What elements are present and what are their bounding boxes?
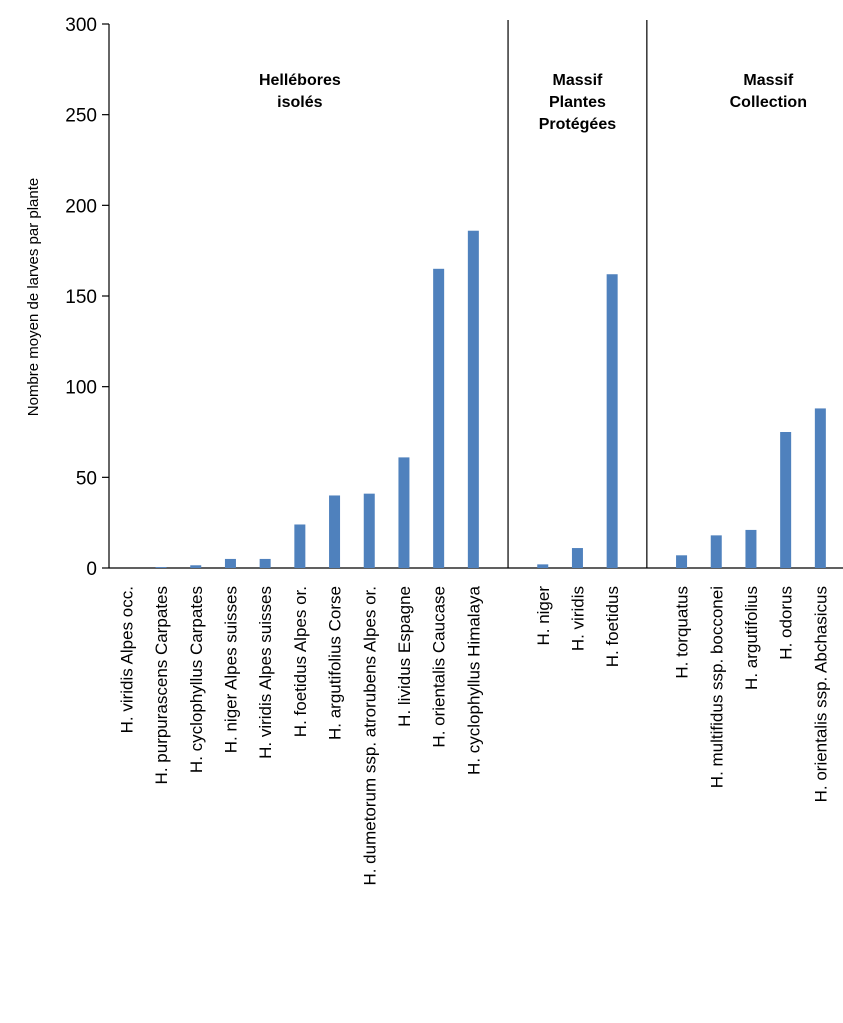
bar	[780, 432, 792, 568]
bar	[710, 535, 722, 568]
x-tick-label: H. cyclophyllus Carpates	[187, 586, 206, 773]
group-label: Hellébores isolés	[259, 72, 341, 111]
group-label: Massif Collection	[730, 72, 807, 111]
x-tick-label: H. argutifolius Corse	[326, 586, 345, 740]
bar	[155, 567, 167, 568]
x-tick-label: H. argutifolius	[742, 586, 761, 690]
x-tick-label: H. torquatus	[673, 586, 692, 679]
y-tick-label: 150	[65, 287, 97, 308]
bar	[294, 524, 306, 568]
bar	[224, 558, 236, 568]
bar	[467, 230, 479, 568]
x-tick-label: H. viridis Alpes occ.	[117, 586, 136, 733]
x-tick-label: H. orientalis Caucase	[430, 586, 449, 748]
bar	[363, 493, 375, 568]
x-tick-label: H. niger Alpes suisses	[221, 586, 240, 753]
bar	[745, 529, 757, 568]
y-tick-label: 0	[86, 559, 97, 580]
bar	[676, 555, 688, 568]
bar	[433, 268, 445, 568]
y-axis-title: Nombre moyen de larves par plante	[25, 178, 42, 416]
x-tick-label: H. orientalis ssp. Abchasicus	[811, 586, 830, 802]
x-tick-label: H. purpurascens Carpates	[152, 586, 171, 784]
group-label: Massif Plantes Protégées	[539, 72, 616, 133]
bar	[329, 495, 341, 568]
x-tick-label: H. foetidus	[603, 586, 622, 667]
bar	[259, 558, 271, 568]
x-tick-label: H. dumetorum ssp. atrorubens Alpes or.	[360, 586, 379, 886]
x-tick-label: H. lividus Espagne	[395, 586, 414, 727]
x-tick-label: H. odorus	[777, 586, 796, 660]
bar	[190, 565, 202, 568]
y-tick-label: 100	[65, 378, 97, 399]
x-tick-label: H. niger	[534, 586, 553, 646]
x-tick-label: H. multifidus ssp. bocconei	[707, 586, 726, 788]
y-tick-label: 200	[65, 196, 97, 217]
x-tick-label: H. viridis Alpes suisses	[256, 586, 275, 759]
bar	[814, 408, 826, 568]
bar	[606, 274, 618, 568]
y-tick-label: 250	[65, 106, 97, 127]
bar	[398, 457, 410, 568]
x-tick-label: H. foetidus Alpes or.	[291, 586, 310, 737]
bar	[537, 564, 549, 568]
y-tick-label: 300	[65, 15, 97, 36]
bar	[571, 548, 583, 568]
x-tick-label: H. cyclophyllus Himalaya	[464, 585, 483, 774]
y-tick-label: 50	[76, 468, 97, 489]
x-tick-label: H. viridis	[568, 586, 587, 651]
